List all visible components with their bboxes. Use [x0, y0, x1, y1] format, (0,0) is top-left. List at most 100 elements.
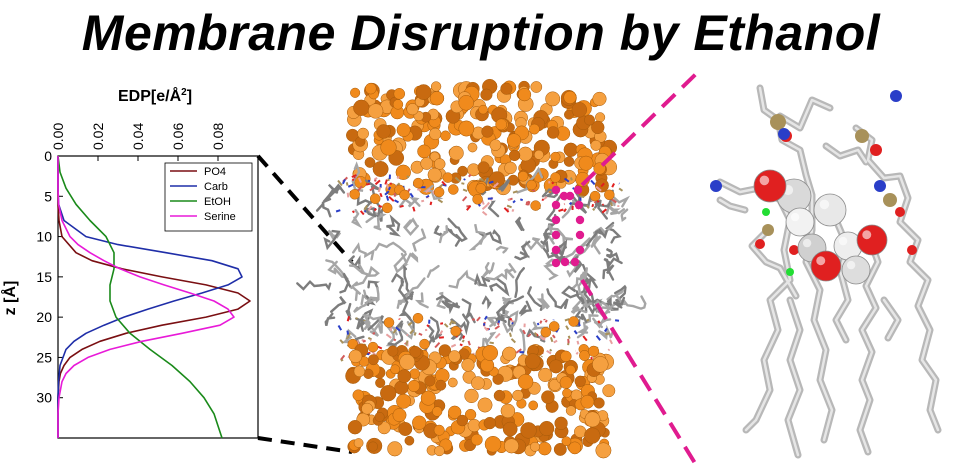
headgroup-atom [603, 327, 608, 333]
water-bead [448, 184, 459, 195]
water-bead [364, 157, 376, 168]
headgroup-atom [385, 333, 392, 339]
water-bead [396, 123, 411, 137]
headgroup-atom [404, 342, 407, 345]
series-po4 [57, 156, 251, 438]
headgroup-atom [511, 208, 515, 212]
water-bead [541, 390, 555, 404]
lipid-tail [602, 264, 615, 281]
headgroup-atom [362, 339, 366, 343]
lipid-tail [620, 208, 629, 222]
water-bead [590, 139, 602, 151]
water-bead [372, 161, 389, 177]
lipid-stick-highlight [858, 238, 880, 454]
magnify-line-top [580, 70, 700, 187]
lipid-tail [327, 260, 338, 275]
x-tick-label: 0.06 [170, 123, 186, 150]
headgroup-atom [568, 201, 573, 206]
ethanol-atom-sphere [813, 193, 847, 227]
headgroup-atom [591, 203, 595, 208]
headgroup-atom [363, 204, 368, 211]
water-bead [448, 350, 461, 363]
series-serine [57, 156, 235, 438]
legend-label-etoh: EtOH [204, 196, 231, 208]
headgroup-atom [461, 182, 465, 185]
sphere-shine [802, 238, 812, 248]
headgroup-atom [384, 179, 388, 185]
water-bead [530, 81, 543, 93]
water-bead [383, 317, 395, 328]
lipid-tail [447, 217, 468, 243]
y-tick-label: 25 [36, 349, 52, 365]
lipid-tail [445, 227, 462, 247]
ethanol-highlight-dot [551, 245, 561, 255]
lipid-tail [348, 254, 361, 270]
water-bead [392, 99, 404, 110]
lipid-tail [576, 237, 591, 258]
water-bead [568, 316, 579, 327]
headgroup-atom [503, 207, 510, 213]
water-bead [412, 312, 424, 324]
water-bead [560, 350, 572, 362]
headgroup-atom [459, 343, 463, 347]
headgroup-atom [373, 179, 377, 182]
headgroup-atom [416, 188, 422, 192]
x-tick-label: 0.04 [130, 123, 146, 150]
lipid-tail [345, 302, 352, 321]
water-bead [353, 365, 366, 378]
lipid-tail [353, 296, 379, 313]
headgroup-atom [494, 325, 500, 330]
water-bead [574, 375, 586, 387]
sphere-shine [790, 212, 800, 222]
headgroup-atom [510, 338, 516, 344]
water-bead [374, 411, 385, 422]
headgroup-atom [437, 198, 444, 204]
water-bead [376, 124, 391, 139]
headgroup-atom [567, 335, 571, 339]
x-tick-label: 0.00 [50, 123, 66, 150]
lipid-tail [435, 294, 454, 309]
headgroup-atom [494, 332, 501, 339]
lipid-tail [514, 267, 525, 298]
water-bead [495, 118, 508, 131]
lipid-tail [315, 201, 332, 218]
headgroup-atom [359, 210, 365, 216]
headgroup-atom [394, 199, 399, 204]
water-bead [588, 345, 600, 357]
headgroup-atom [346, 332, 351, 339]
water-bead [350, 87, 361, 98]
water-bead [464, 408, 477, 421]
headgroup-atom [395, 326, 401, 332]
water-bead [447, 377, 458, 388]
x-tick-label: 0.08 [210, 123, 226, 150]
water-bead [554, 416, 568, 430]
lipid-tail [574, 306, 588, 323]
water-bead [517, 374, 534, 390]
headgroup-atom [553, 339, 558, 344]
headgroup-atom [385, 183, 389, 189]
ethanol-atom-sphere [810, 250, 842, 282]
water-bead [595, 442, 612, 459]
lipid-tail [296, 279, 332, 291]
water-bead [367, 341, 379, 353]
headgroup-atom [488, 180, 494, 184]
water-bead [433, 158, 446, 170]
water-bead [546, 126, 560, 139]
water-bead [472, 194, 483, 205]
y-tick-label: 0 [44, 148, 52, 164]
water-bead [407, 379, 421, 393]
lipid-tail [541, 188, 559, 199]
headgroup-atom [579, 195, 585, 198]
lipid-tail [373, 212, 387, 231]
lipid-tail [605, 247, 620, 261]
ethanol-highlight-dot [575, 230, 585, 240]
water-bead [427, 167, 442, 182]
water-bead [365, 82, 377, 95]
lipid-tail [325, 259, 350, 280]
water-bead [489, 139, 502, 151]
headgroup-atom [527, 333, 532, 338]
sphere-shine [816, 256, 826, 266]
headgroup-atom [543, 196, 548, 200]
lipid-tail [349, 281, 362, 302]
